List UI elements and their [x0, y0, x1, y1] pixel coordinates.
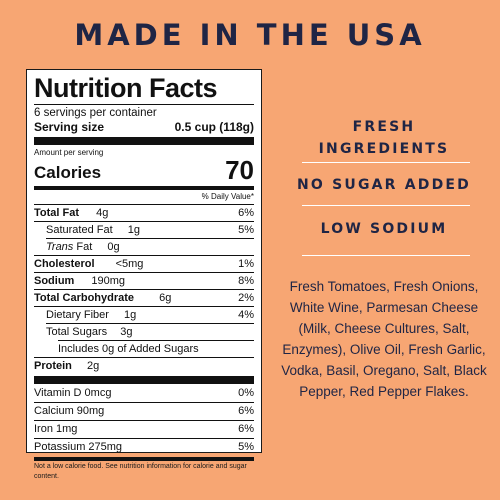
vitamin-label: Vitamin D 0mcg: [34, 387, 112, 399]
nutrient-label: Includes 0g of Added Sugars: [58, 343, 199, 355]
daily-value-header: % Daily Value*: [201, 192, 254, 201]
nutrient-row-protein: Protein 2g: [34, 358, 254, 374]
vitamin-row: Calcium 90mg 6%: [34, 403, 254, 420]
claim-no-sugar-added: NO SUGAR ADDED: [297, 177, 471, 193]
serving-size-row: Serving size 0.5 cup (118g): [34, 120, 254, 135]
vitamin-dv: 6%: [238, 405, 254, 417]
nutrition-facts-panel: Nutrition Facts 6 servings per container…: [26, 69, 262, 461]
nutrition-footnote: Not a low calorie food. See nutrition in…: [34, 463, 247, 480]
nutrient-row-cholesterol: Cholesterol <5mg 1%: [34, 256, 254, 272]
calories-row: Calories 70: [34, 155, 254, 185]
nutrient-label: Total Sugars: [46, 326, 108, 338]
nutrient-dv: 4%: [238, 309, 254, 321]
nutrient-row-trans-fat: Trans Fat 0g: [34, 239, 254, 255]
vitamin-dv: 6%: [238, 423, 254, 435]
nutrient-row-sodium: Sodium 190mg 8%: [34, 273, 254, 289]
vitamin-row: Iron 1mg 6%: [34, 421, 254, 438]
vitamin-label: Potassium 275mg: [34, 441, 123, 453]
nutrient-label-suffix: Fat: [76, 241, 93, 253]
serving-size-value: 0.5 cup (118g): [174, 120, 254, 134]
vitamin-label: Iron 1mg: [34, 423, 78, 435]
nutrient-label: Trans: [46, 241, 74, 253]
nutrient-amount: 4g: [96, 207, 109, 219]
claim-fresh-line1: FRESH: [352, 119, 416, 135]
vitamin-dv: 5%: [238, 441, 254, 453]
vitamin-label: Calcium 90mg: [34, 405, 105, 417]
nutrient-row-total-fat: Total Fat 4g 6%: [34, 205, 254, 221]
nutrient-row-total-carbohydrate: Total Carbohydrate 6g 2%: [34, 290, 254, 306]
amount-per-serving: Amount per serving: [34, 148, 104, 157]
nutrient-label: Sodium: [34, 275, 75, 287]
servings-per-container: 6 servings per container: [34, 107, 157, 119]
nutrient-dv: 5%: [238, 224, 254, 236]
nutrient-amount: 6g: [159, 292, 172, 304]
nutrient-amount: 3g: [120, 326, 133, 338]
claim-divider: [302, 205, 470, 206]
nutrient-label: Protein: [34, 360, 72, 372]
nutrient-dv: 8%: [238, 275, 254, 287]
vitamin-row: Potassium 275mg 5%: [34, 439, 254, 456]
claim-divider: [302, 255, 470, 256]
claim-fresh-line2: INGREDIENTS: [318, 141, 450, 157]
ingredients-list: Fresh Tomatoes, Fresh Onions, White Wine…: [281, 279, 487, 399]
nutrient-label: Total Carbohydrate: [34, 292, 135, 304]
headline: MADE IN THE USA: [74, 18, 426, 52]
claim-low-sodium: LOW SODIUM: [320, 221, 448, 237]
nutrition-title: Nutrition Facts: [34, 73, 218, 103]
vitamin-row: Vitamin D 0mcg 0%: [34, 385, 254, 402]
nutrient-label: Total Fat: [34, 207, 80, 219]
nutrient-amount: <5mg: [115, 258, 144, 270]
nutrient-row-saturated-fat: Saturated Fat 1g 5%: [34, 222, 254, 238]
vitamin-dv: 0%: [238, 387, 254, 399]
nutrient-amount: 1g: [127, 224, 140, 236]
nutrient-dv: 1%: [238, 258, 254, 270]
calories-value: 70: [225, 155, 254, 185]
claim-fresh-ingredients: FRESH INGREDIENTS: [270, 116, 498, 160]
nutrient-label: Saturated Fat: [46, 224, 113, 236]
nutrient-amount: 190mg: [91, 275, 126, 287]
nutrient-amount: 1g: [124, 309, 137, 321]
nutrient-row-total-sugars: Total Sugars 3g: [34, 324, 254, 340]
nutrient-dv: 6%: [238, 207, 254, 219]
nutrient-label: Cholesterol: [34, 258, 95, 270]
claim-divider: [302, 162, 470, 163]
serving-size-label: Serving size: [34, 120, 105, 134]
calories-label: Calories: [34, 163, 102, 182]
nutrient-label: Dietary Fiber: [46, 309, 109, 321]
nutrient-row-dietary-fiber: Dietary Fiber 1g 4%: [34, 307, 254, 323]
nutrient-dv: 2%: [238, 292, 254, 304]
nutrient-amount: 0g: [107, 241, 120, 253]
nutrient-amount: 2g: [86, 360, 100, 372]
nutrient-row-added-sugars: Includes 0g of Added Sugars: [34, 341, 254, 357]
